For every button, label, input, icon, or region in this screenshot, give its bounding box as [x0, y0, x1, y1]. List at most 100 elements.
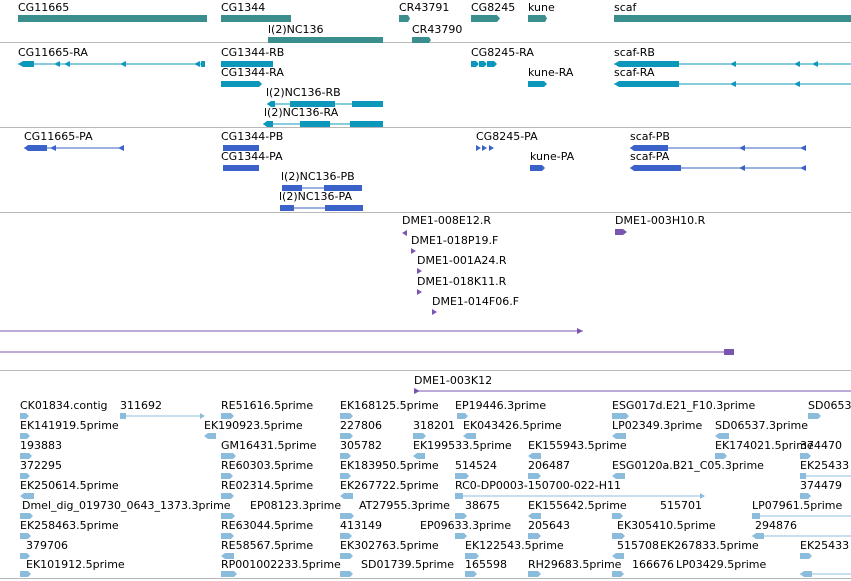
- est-label[interactable]: RE58567.5prime: [221, 539, 314, 552]
- est-label[interactable]: 38675: [465, 499, 500, 512]
- est-label[interactable]: EP08123.3prime: [250, 499, 342, 512]
- est-label[interactable]: 318201: [413, 419, 455, 432]
- est-label[interactable]: 294876: [755, 519, 797, 532]
- est-label[interactable]: EK183950.5prime: [340, 459, 439, 472]
- transcript-label[interactable]: kune-RA: [528, 66, 574, 79]
- est-label[interactable]: 413149: [340, 519, 382, 532]
- est-label[interactable]: EK267833.5prime: [660, 539, 759, 552]
- transcript-label[interactable]: CG1344-RB: [221, 46, 285, 59]
- est-label[interactable]: 305782: [340, 439, 382, 452]
- est-label[interactable]: LP02349.3prime: [612, 419, 703, 432]
- clone-label[interactable]: DME1-018P19.F: [411, 234, 499, 247]
- transcript-label[interactable]: CG8245-RA: [471, 46, 534, 59]
- est-label[interactable]: 227806: [340, 419, 382, 432]
- transcript-label[interactable]: l(2)NC136-RA: [264, 106, 339, 119]
- protein-label[interactable]: scaf-PA: [630, 150, 670, 163]
- clone-label[interactable]: DME1-018K11.R: [417, 275, 507, 288]
- gene-label[interactable]: CR43790: [412, 23, 463, 36]
- transcript-label[interactable]: CG1344-RA: [221, 66, 284, 79]
- gene-glyph-l2nc136[interactable]: [268, 37, 383, 43]
- gene-label[interactable]: l(2)NC136: [268, 23, 324, 36]
- gene-glyph-kune[interactable]: [528, 15, 547, 22]
- est-label[interactable]: SD01739.5prime: [361, 558, 454, 571]
- est-label[interactable]: EK199533.5prime: [413, 439, 512, 452]
- est-label[interactable]: 206487: [528, 459, 570, 472]
- est-label[interactable]: RE02314.5prime: [221, 479, 314, 492]
- gene-label[interactable]: CG8245: [471, 1, 516, 14]
- est-label[interactable]: EP19446.3prime: [455, 399, 547, 412]
- est-label[interactable]: 514524: [455, 459, 497, 472]
- est-label[interactable]: RE51616.5prime: [221, 399, 314, 412]
- gene-glyph-cg8245[interactable]: [471, 15, 500, 22]
- est-label[interactable]: AT27955.3prime: [359, 499, 450, 512]
- est-label[interactable]: ESG0120a.B21_C05.3prime: [612, 459, 764, 472]
- est-label[interactable]: RE60303.5prime: [221, 459, 314, 472]
- clone-glyph[interactable]: [432, 309, 437, 315]
- clone-glyph[interactable]: [411, 248, 416, 254]
- est-label[interactable]: EP09633.3prime: [420, 519, 512, 532]
- protein-label[interactable]: l(2)NC136-PB: [281, 170, 355, 183]
- gene-label[interactable]: CG1344: [221, 1, 266, 14]
- clone-glyph[interactable]: [402, 230, 407, 236]
- transcript-label[interactable]: scaf-RB: [614, 46, 655, 59]
- est-label[interactable]: EK155943.5prime: [528, 439, 627, 452]
- transcript-label[interactable]: CG11665-RA: [18, 46, 88, 59]
- est-label[interactable]: 515701: [660, 499, 702, 512]
- est-label[interactable]: 165598: [465, 558, 507, 571]
- est-label[interactable]: 205643: [528, 519, 570, 532]
- est-label[interactable]: 166676: [632, 558, 674, 571]
- est-label[interactable]: RE63044.5prime: [221, 519, 314, 532]
- est-label[interactable]: 374470: [800, 439, 842, 452]
- clone-label[interactable]: DME1-008E12.R: [402, 214, 491, 227]
- protein-label[interactable]: CG11665-PA: [24, 130, 93, 143]
- transcript-label[interactable]: l(2)NC136-RB: [266, 86, 341, 99]
- gene-label[interactable]: scaf: [614, 1, 637, 14]
- est-label[interactable]: CK01834.contig: [20, 399, 108, 412]
- protein-label[interactable]: kune-PA: [530, 150, 575, 163]
- clone-label[interactable]: DME1-003H10.R: [615, 214, 706, 227]
- protein-label[interactable]: scaf-PB: [630, 130, 670, 143]
- gene-label[interactable]: CG11665: [18, 1, 70, 14]
- protein-label[interactable]: CG1344-PB: [221, 130, 284, 143]
- est-label[interactable]: EK25433: [800, 459, 850, 472]
- est-label[interactable]: LP07961.5prime: [752, 499, 843, 512]
- clone-glyph[interactable]: [417, 289, 422, 295]
- est-label[interactable]: EK174021.5prime: [715, 439, 814, 452]
- est-label[interactable]: EK141919.5prime: [20, 419, 119, 432]
- gene-glyph-cg11665[interactable]: [18, 15, 207, 22]
- protein-label[interactable]: CG1344-PA: [221, 150, 283, 163]
- est-label[interactable]: EK190923.5prime: [204, 419, 303, 432]
- est-label[interactable]: EK122543.5prime: [465, 539, 564, 552]
- est-label[interactable]: 311692: [120, 399, 162, 412]
- est-label[interactable]: SD06537.3prime: [715, 419, 808, 432]
- protein-label[interactable]: l(2)NC136-PA: [279, 190, 352, 203]
- gene-label[interactable]: CR43791: [399, 1, 450, 14]
- clone-glyph[interactable]: [615, 229, 627, 235]
- transcript-label[interactable]: scaf-RA: [614, 66, 655, 79]
- est-label[interactable]: RC0-DP0003-150700-022-H11: [455, 479, 622, 492]
- clone-label[interactable]: DME1-001A24.R: [417, 254, 507, 267]
- est-label[interactable]: EK305410.5prime: [617, 519, 716, 532]
- est-label[interactable]: EK168125.5prime: [340, 399, 439, 412]
- est-label[interactable]: 515708: [617, 539, 659, 552]
- gene-glyph-cr43791[interactable]: [399, 15, 410, 22]
- gene-glyph-scaf[interactable]: [614, 15, 851, 22]
- clone-label[interactable]: DME1-014F06.F: [432, 295, 520, 308]
- est-label[interactable]: RP001002233.5prime: [221, 558, 341, 571]
- clone-glyph[interactable]: [417, 268, 422, 274]
- clone-label[interactable]: DME1-003K12: [414, 374, 493, 387]
- est-label[interactable]: 193883: [20, 439, 62, 452]
- est-label[interactable]: LP03429.5prime: [676, 558, 767, 571]
- est-label[interactable]: EK250614.5prime: [20, 479, 119, 492]
- est-label[interactable]: RH29683.5prime: [528, 558, 622, 571]
- est-label[interactable]: EK267722.5prime: [340, 479, 439, 492]
- est-label[interactable]: 372295: [20, 459, 62, 472]
- est-label[interactable]: EK043426.5prime: [463, 419, 562, 432]
- est-label[interactable]: 379706: [26, 539, 68, 552]
- gene-glyph-cr43790[interactable]: [412, 37, 431, 43]
- est-label[interactable]: EK25433: [800, 539, 850, 552]
- est-label[interactable]: GM16431.5prime: [221, 439, 317, 452]
- gene-label[interactable]: kune: [528, 1, 555, 14]
- est-label[interactable]: SD06537.5p: [808, 399, 851, 412]
- est-label[interactable]: EK101912.5prime: [26, 558, 125, 571]
